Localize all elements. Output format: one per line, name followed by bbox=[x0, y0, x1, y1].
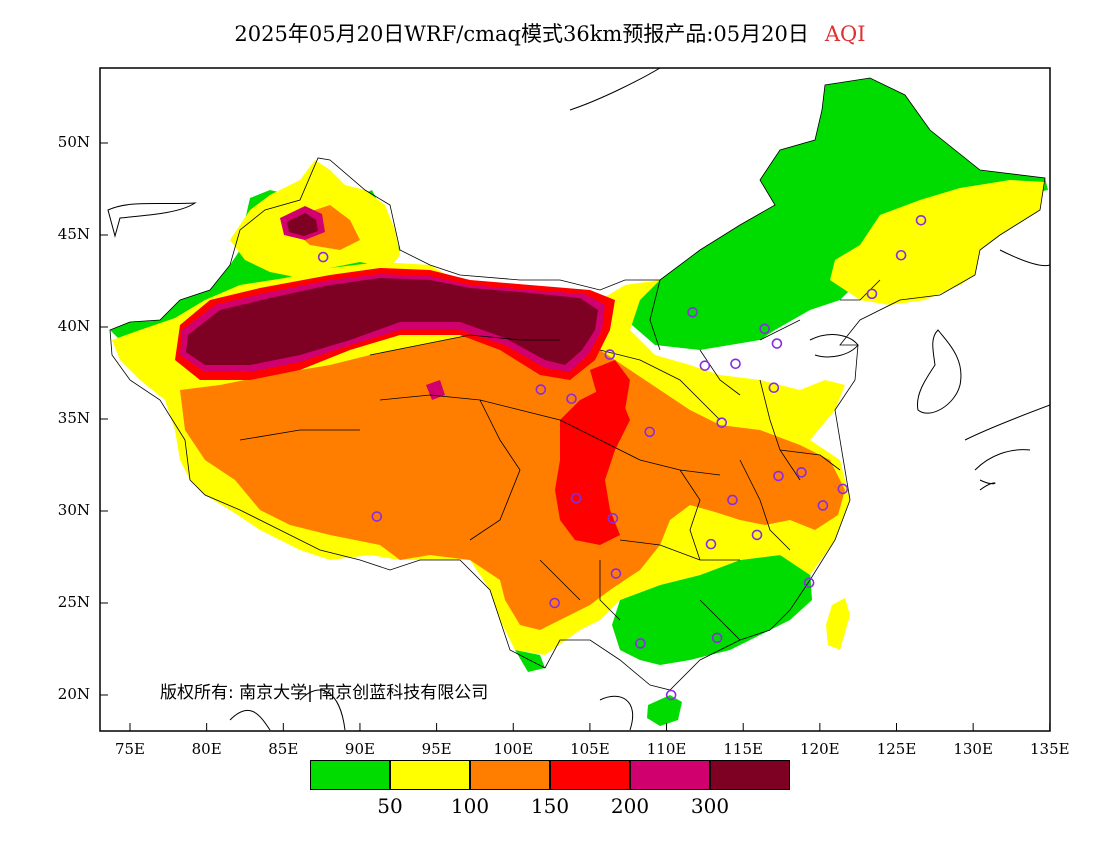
y-tick-label: 25N bbox=[57, 593, 90, 611]
station-marker bbox=[635, 638, 646, 649]
aqi-regions bbox=[110, 78, 1048, 726]
station-marker bbox=[535, 384, 547, 395]
station-marker bbox=[604, 349, 616, 360]
title-main: 2025年05月20日WRF/cmaq模式36km预报产品:05月20日 bbox=[234, 22, 809, 46]
region-green-yunnan-south bbox=[515, 650, 545, 672]
station-marker bbox=[915, 214, 927, 226]
station-markers bbox=[317, 214, 927, 701]
station-marker bbox=[803, 577, 815, 589]
x-tick-label: 100E bbox=[493, 740, 534, 758]
station-marker bbox=[759, 323, 770, 335]
station-marker bbox=[607, 513, 619, 524]
station-marker bbox=[866, 288, 878, 300]
region-maroon-xinjiang-spot bbox=[287, 213, 318, 236]
station-marker bbox=[705, 538, 717, 550]
station-marker bbox=[837, 483, 849, 495]
region-green-hainan bbox=[647, 695, 682, 726]
x-tick-label: 75E bbox=[114, 740, 146, 758]
x-tick-label: 120E bbox=[800, 740, 840, 758]
station-marker bbox=[610, 568, 622, 579]
coast-caspian bbox=[107, 202, 197, 238]
station-marker bbox=[768, 382, 780, 394]
x-tick-label: 110E bbox=[646, 740, 687, 758]
y-tick-label: 50N bbox=[57, 133, 90, 151]
station-marker bbox=[371, 511, 383, 522]
station-marker bbox=[711, 632, 723, 644]
x-tick-label: 90E bbox=[344, 740, 375, 758]
station-marker bbox=[665, 689, 677, 701]
x-tick-label: 105E bbox=[570, 740, 610, 758]
coast-japan bbox=[964, 404, 1050, 491]
x-tick-label: 135E bbox=[1030, 740, 1070, 758]
region-maroon-desert bbox=[186, 278, 598, 365]
x-tick-label: 80E bbox=[191, 740, 222, 758]
region-green-south bbox=[612, 555, 812, 665]
coast-bohai bbox=[809, 334, 859, 358]
station-marker bbox=[549, 597, 560, 609]
station-marker bbox=[570, 492, 582, 504]
national-border bbox=[109, 77, 1046, 691]
axis-ticks bbox=[100, 142, 1051, 731]
station-marker bbox=[317, 251, 329, 263]
station-marker bbox=[771, 338, 783, 349]
map-title: 2025年05月20日WRF/cmaq模式36km预报产品:05月20日 AQI bbox=[0, 18, 1100, 48]
x-tick-label: 125E bbox=[876, 740, 917, 758]
province-borders bbox=[109, 77, 1046, 691]
x-tick-label: 130E bbox=[953, 740, 993, 758]
legend-swatch bbox=[550, 760, 630, 790]
legend-swatch bbox=[710, 760, 790, 790]
region-red-gansu bbox=[590, 360, 630, 410]
region-yellow-taiwan bbox=[826, 598, 850, 650]
legend-swatch bbox=[390, 760, 470, 790]
x-tick-label: 85E bbox=[268, 740, 299, 758]
station-marker bbox=[773, 470, 784, 482]
region-yellow-northeast bbox=[830, 180, 1045, 305]
station-marker bbox=[727, 494, 738, 506]
region-orange-central bbox=[180, 335, 845, 630]
y-tick-label: 40N bbox=[57, 317, 90, 335]
legend-label: 150 bbox=[530, 794, 570, 818]
x-tick-label: 95E bbox=[421, 740, 452, 758]
y-tick-label: 20N bbox=[57, 685, 90, 703]
region-red-sichuan bbox=[555, 390, 630, 545]
legend-label: 300 bbox=[690, 794, 730, 818]
station-marker bbox=[699, 360, 711, 371]
legend-label: 100 bbox=[450, 794, 490, 818]
station-marker bbox=[716, 417, 728, 428]
coast-indochina bbox=[229, 689, 634, 731]
region-green-northeast bbox=[620, 78, 1048, 350]
station-marker bbox=[796, 467, 807, 478]
coast-russia-far-east bbox=[569, 68, 1050, 267]
legend-swatch bbox=[310, 760, 390, 790]
station-marker bbox=[730, 358, 741, 370]
legend-swatch bbox=[630, 760, 710, 790]
legend-swatch bbox=[470, 760, 550, 790]
station-marker bbox=[817, 500, 829, 511]
y-tick-label: 45N bbox=[57, 225, 90, 243]
coast-korea bbox=[916, 329, 962, 414]
station-marker bbox=[895, 249, 907, 261]
y-tick-label: 30N bbox=[57, 501, 90, 519]
station-marker bbox=[751, 529, 763, 541]
station-marker bbox=[644, 426, 655, 438]
title-variable: AQI bbox=[824, 22, 866, 46]
y-tick-label: 35N bbox=[57, 409, 90, 427]
x-tick-label: 115E bbox=[723, 740, 763, 758]
copyright-text: 版权所有: 南京大学| 南京创蓝科技有限公司 bbox=[160, 683, 489, 703]
station-marker bbox=[687, 306, 698, 318]
station-marker bbox=[566, 393, 577, 405]
map-frame bbox=[99, 67, 1051, 732]
legend-label: 50 bbox=[377, 794, 403, 818]
legend-label: 200 bbox=[610, 794, 650, 818]
